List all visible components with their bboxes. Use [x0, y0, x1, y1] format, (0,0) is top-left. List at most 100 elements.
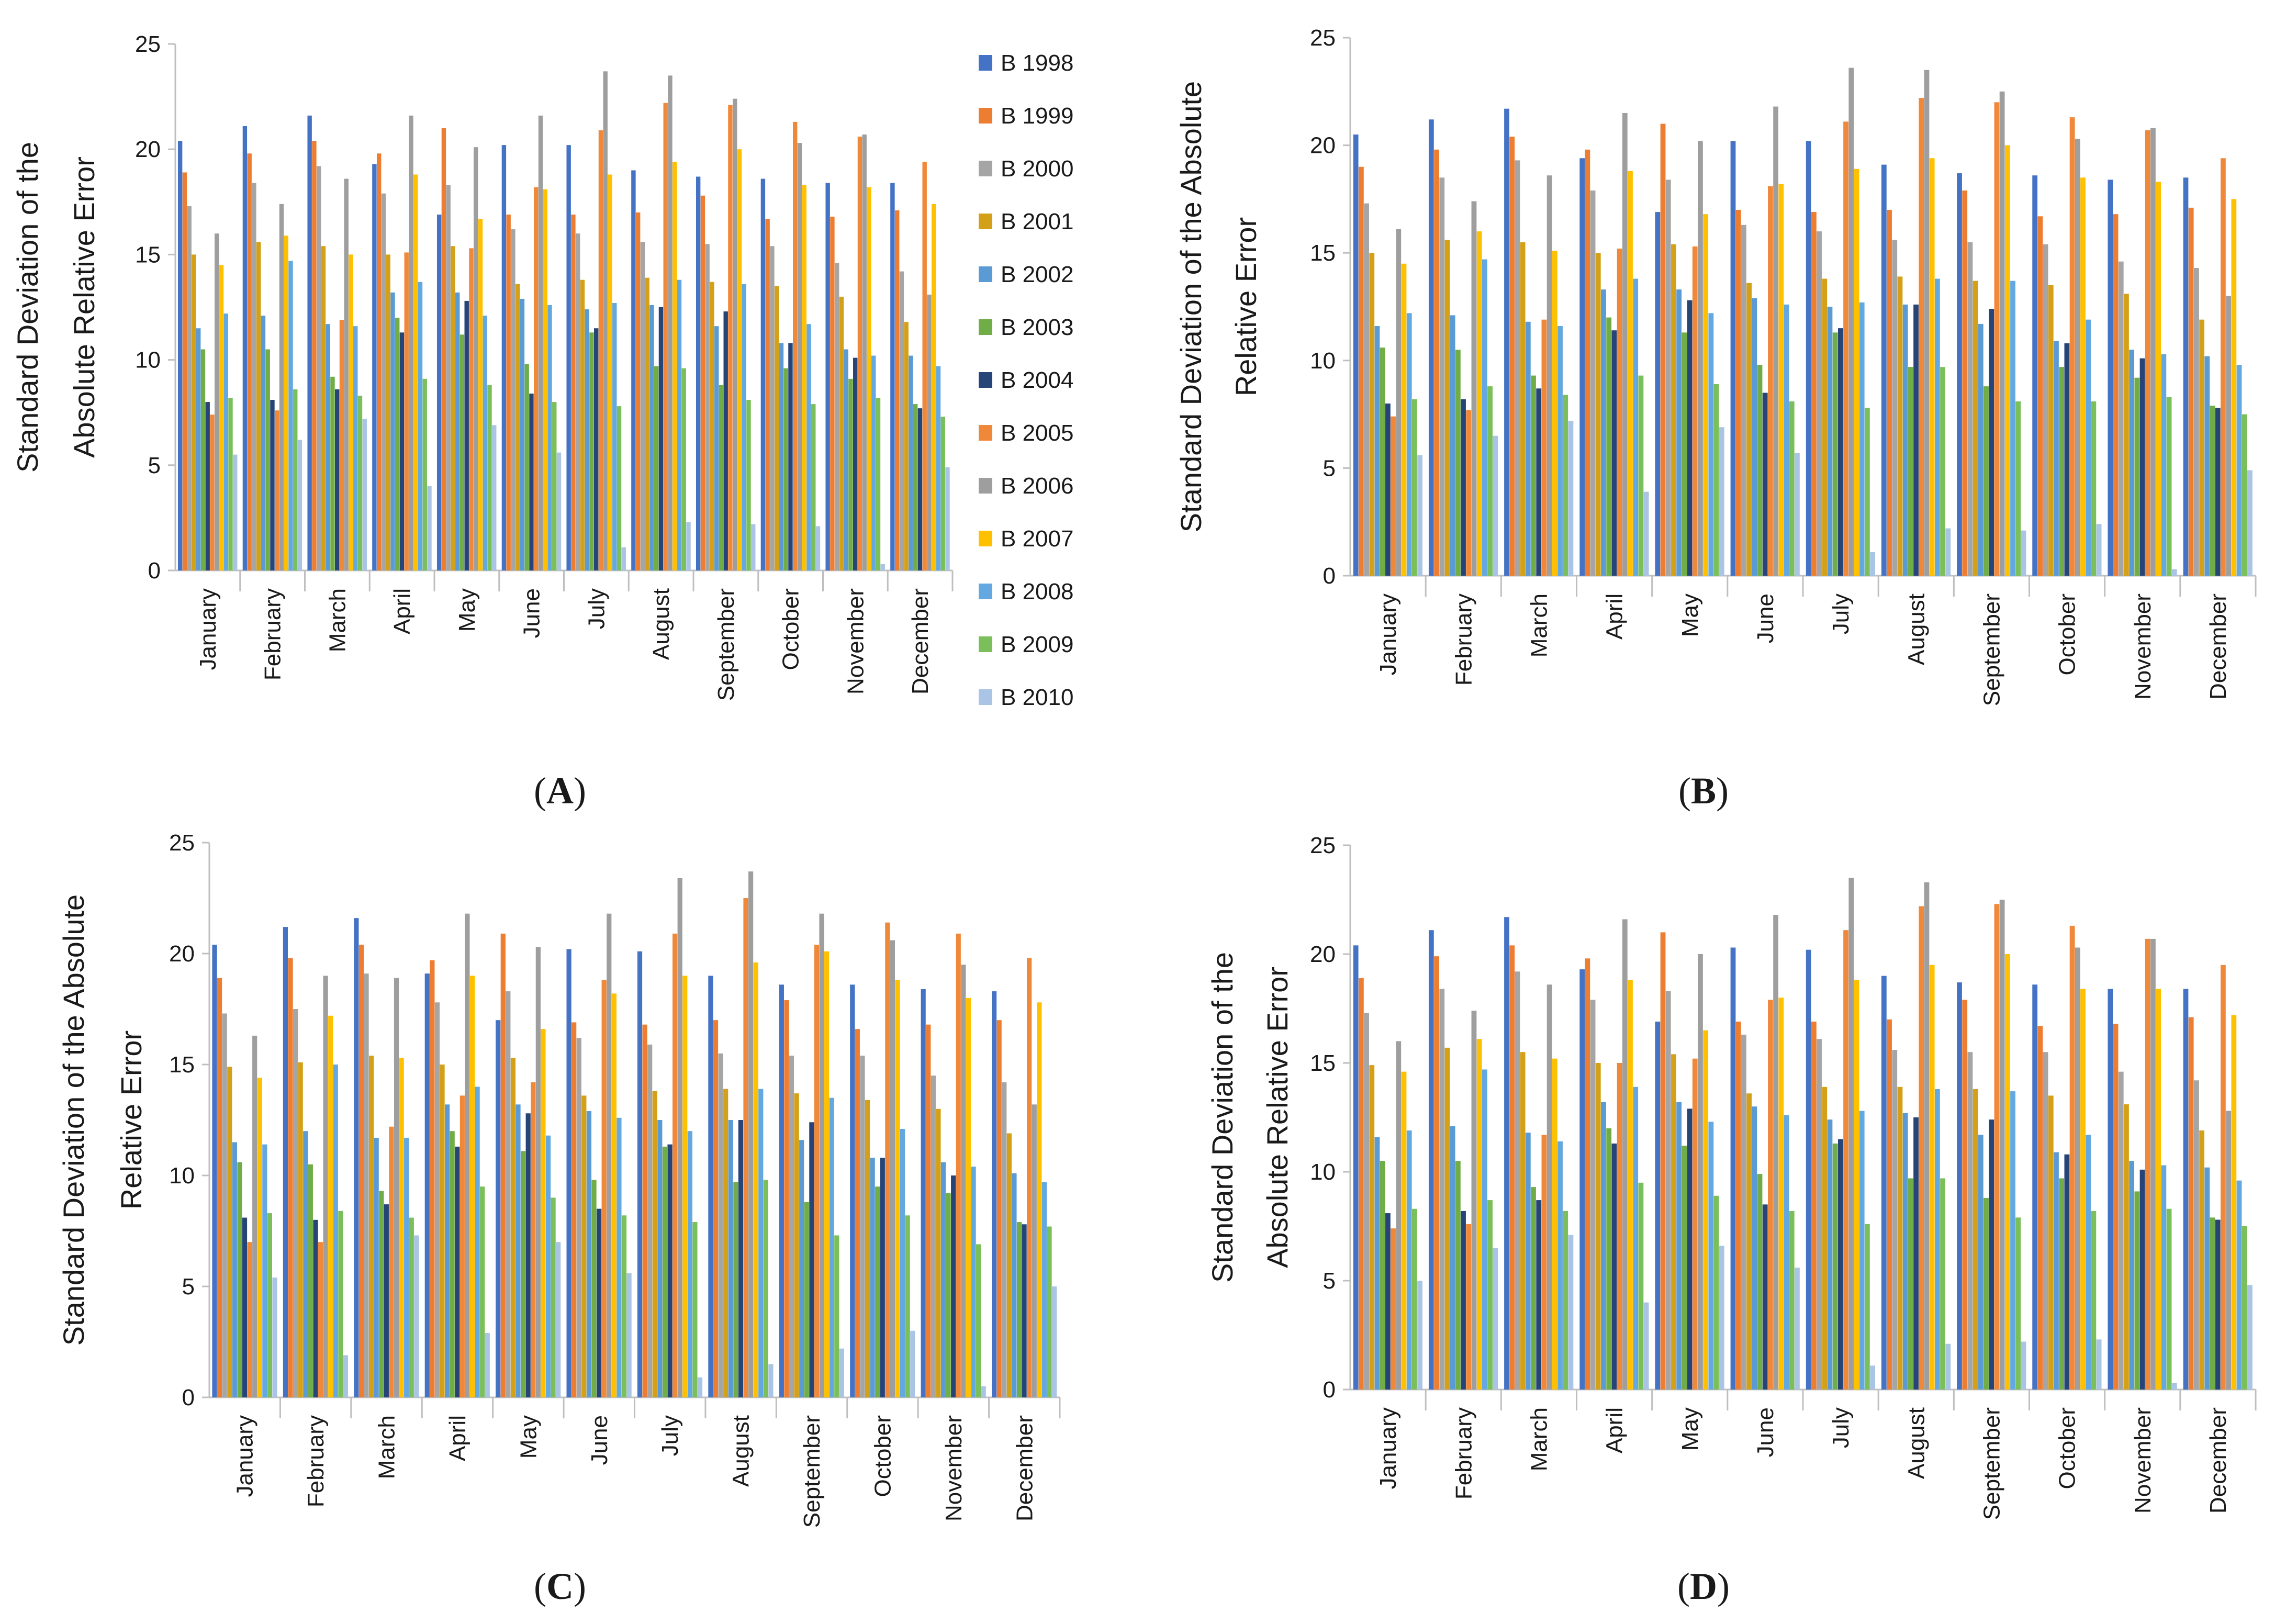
bar-b-2006 [394, 978, 399, 1397]
bar-b-1998 [1504, 108, 1509, 576]
bar-b-2005 [1768, 186, 1773, 576]
bar-b-2006 [1999, 900, 2005, 1390]
bar-b-2007 [802, 185, 806, 570]
legend-swatch [979, 319, 992, 335]
bar-b-1998 [372, 164, 377, 570]
bar-b-2007 [753, 962, 758, 1397]
y-tick-label: 5 [148, 453, 161, 478]
bar-b-2007 [932, 204, 936, 570]
bar-b-1999 [642, 1024, 647, 1397]
x-category-label: July [1828, 1407, 1854, 1448]
y-axis-label-line: Relative Error [115, 1031, 148, 1209]
bar-b-2002 [779, 343, 784, 570]
bar-b-2006 [677, 878, 682, 1397]
bar-b-2000 [1967, 1052, 1973, 1390]
bar-b-2006 [1471, 1011, 1477, 1390]
bar-b-1999 [700, 195, 705, 571]
bar-b-2006 [1698, 954, 1703, 1390]
bar-b-2004 [1022, 1224, 1027, 1397]
bar-b-2005 [673, 933, 678, 1397]
bar-b-2010 [945, 467, 950, 570]
x-category-label: December [907, 588, 933, 695]
legend-entry-label: B 2008 [1001, 579, 1073, 604]
bar-b-2009 [940, 417, 945, 570]
bar-b-2008 [262, 1144, 267, 1397]
bar-group-october [2032, 117, 2102, 576]
bar-b-2004 [597, 1208, 602, 1397]
bar-b-2003 [1380, 1161, 1385, 1390]
bar-b-2006 [215, 233, 219, 570]
bar-b-2002 [909, 355, 913, 570]
bar-b-2006 [409, 115, 413, 570]
bar-group-march [1504, 917, 1574, 1390]
bar-b-1999 [1887, 1019, 1892, 1390]
chart-legend: B 1998 B 1999 B 2000 B 2001 B 2002 B 2003 B 20… [979, 50, 1073, 710]
bar-b-1998 [566, 949, 572, 1397]
bar-b-2010 [1568, 420, 1574, 576]
bar-b-2007 [895, 980, 900, 1397]
bar-b-2001 [580, 279, 585, 570]
bar-group-august [631, 75, 691, 571]
bar-b-1999 [894, 210, 900, 570]
bar-b-2006 [1848, 878, 1854, 1390]
bar-b-2001 [1973, 281, 1978, 576]
bar-b-2000 [1741, 225, 1746, 576]
bar-b-2004 [205, 402, 210, 570]
bar-b-2001 [1006, 1133, 1012, 1397]
bar-b-2000 [252, 183, 256, 571]
bar-b-2006 [2226, 1111, 2232, 1390]
bar-group-march [1504, 108, 1574, 576]
bar-b-1999 [506, 214, 511, 570]
bar-b-2001 [1822, 1087, 1828, 1390]
bar-group-december [890, 162, 950, 571]
bar-b-2001 [652, 1091, 657, 1397]
bar-b-2006 [323, 976, 328, 1397]
bar-group-august [708, 871, 774, 1397]
bar-b-2009 [1789, 1211, 1795, 1390]
bar-b-2008 [418, 282, 423, 570]
bar-b-2004 [2215, 408, 2221, 576]
bar-b-2004 [2139, 358, 2145, 576]
bar-group-november [2108, 938, 2177, 1390]
bar-b-2002 [714, 326, 719, 570]
bar-b-2002 [520, 298, 525, 570]
bar-b-2005 [318, 1242, 323, 1397]
bar-b-2007 [611, 993, 617, 1397]
bar-b-2006 [748, 871, 754, 1397]
bar-b-1998 [1353, 135, 1359, 576]
bar-b-1999 [830, 216, 835, 571]
bar-b-1998 [1881, 976, 1887, 1390]
bar-b-2008 [1708, 1122, 1714, 1390]
bar-b-2003 [200, 349, 206, 570]
bar-b-2001 [865, 1100, 870, 1397]
bar-b-2010 [1052, 1286, 1057, 1397]
bar-b-2005 [1541, 1135, 1547, 1390]
legend-swatch [979, 584, 992, 599]
bar-b-2005 [598, 130, 603, 571]
bar-b-2000 [2118, 261, 2124, 576]
bar-b-2009 [617, 406, 622, 570]
bar-b-2005 [247, 1242, 252, 1397]
x-category-label: December [1012, 1415, 1037, 1521]
panel-label: (A) [534, 770, 586, 812]
bar-b-2004 [1536, 1200, 1542, 1390]
x-category-label: November [2130, 593, 2156, 700]
y-tick-label: 15 [1310, 1050, 1336, 1076]
bar-b-2006 [344, 178, 349, 570]
bar-b-2010 [2247, 1285, 2253, 1390]
bar-b-2010 [1568, 1235, 1574, 1390]
bar-b-1999 [635, 212, 641, 570]
bar-b-1998 [2032, 175, 2038, 576]
bar-b-2007 [1037, 1002, 1042, 1397]
bar-b-2009 [293, 389, 298, 570]
x-category-label: May [1677, 1407, 1703, 1451]
bar-b-2010 [2021, 1341, 2026, 1390]
bar-b-2008 [223, 313, 228, 570]
bar-b-2000 [640, 242, 645, 570]
bar-b-2003 [2210, 406, 2215, 576]
bar-b-2006 [1698, 141, 1703, 576]
y-tick-label: 20 [1310, 942, 1336, 967]
bar-b-2006 [603, 71, 608, 570]
bar-b-2002 [1676, 289, 1682, 576]
bar-b-2001 [774, 286, 779, 570]
